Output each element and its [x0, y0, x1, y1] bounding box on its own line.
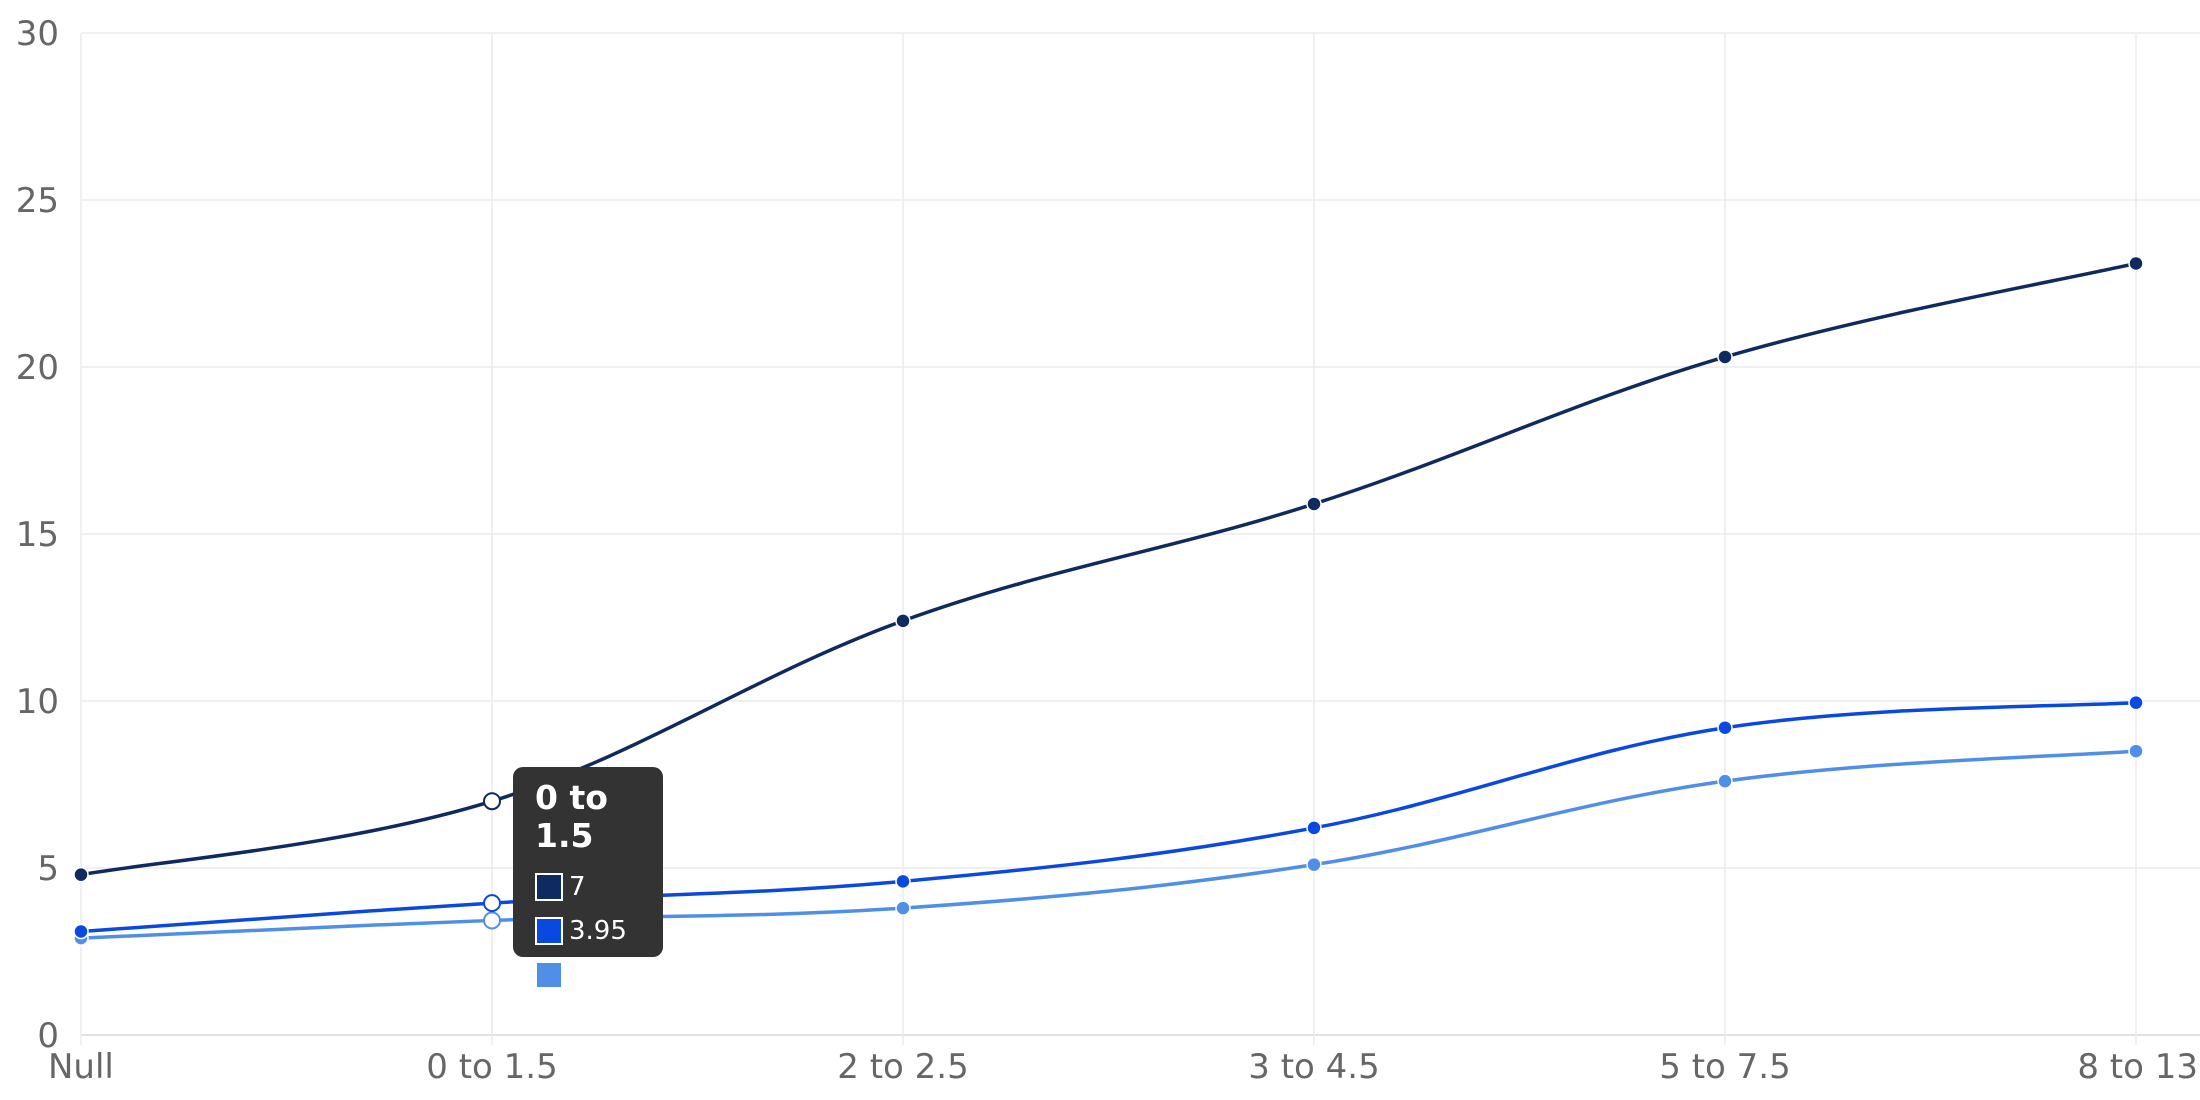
tooltip-value: 7 — [569, 872, 586, 902]
horizontal-gridlines — [81, 32, 2200, 1036]
y-tick-label: 30 — [16, 14, 59, 54]
vertical-gridlines — [80, 33, 2137, 1045]
x-tick-label: 3 to 4.5 — [1248, 1047, 1379, 1087]
data-point — [895, 873, 911, 890]
x-tick-label: 8 to 13 — [2077, 1047, 2198, 1087]
data-point — [73, 923, 89, 940]
data-point — [73, 866, 89, 883]
data-point — [1306, 496, 1322, 512]
data-point — [2128, 694, 2144, 711]
y-tick-label: 10 — [16, 682, 59, 722]
x-tick-label: 0 to 1.5 — [426, 1047, 557, 1087]
series-line — [80, 700, 2137, 934]
data-point — [895, 613, 911, 629]
data-point — [1306, 856, 1322, 873]
tooltip-title: 0 to 1.5 — [535, 778, 608, 855]
tooltip-row: 3.95 — [535, 909, 651, 953]
data-point — [1306, 820, 1322, 836]
tooltip-row: 7 — [535, 865, 651, 909]
series-lines — [80, 261, 2137, 940]
tooltip-row: 3.43 — [535, 953, 651, 997]
data-point — [2128, 255, 2144, 272]
series-points — [73, 255, 2144, 946]
tooltip-swatch-icon — [535, 873, 563, 901]
series-line — [80, 749, 2137, 940]
data-point-hovered — [483, 894, 501, 913]
data-point-hovered — [483, 792, 501, 811]
x-tick-label: 2 to 2.5 — [837, 1047, 968, 1087]
x-tick-label: Null — [48, 1047, 114, 1087]
data-point — [895, 900, 911, 916]
y-tick-label: 0 — [37, 1016, 59, 1056]
data-point — [1717, 349, 1733, 365]
series-line — [80, 261, 2137, 877]
x-axis-tick-labels: Null 0 to 1.5 2 to 2.5 3 to 4.5 5 to 7.5 8 to… — [48, 1047, 2198, 1087]
data-point — [2128, 743, 2144, 759]
y-axis-tick-labels: 0 5 10 15 20 25 30 — [16, 14, 59, 1056]
tooltip-swatch-icon — [535, 961, 563, 989]
data-point — [1717, 719, 1733, 736]
tooltip-value: 3.95 — [569, 916, 627, 946]
tooltip-value: 3.43 — [569, 960, 627, 990]
y-tick-label: 20 — [16, 348, 59, 388]
x-tick-label: 5 to 7.5 — [1659, 1047, 1790, 1087]
y-tick-label: 15 — [16, 515, 59, 555]
data-point-hovered — [483, 911, 501, 930]
y-tick-label: 25 — [16, 181, 59, 221]
data-point — [1717, 773, 1733, 789]
tooltip-swatch-icon — [535, 917, 563, 945]
y-tick-label: 5 — [37, 849, 59, 889]
tooltip: 0 to 1.5 7 3.95 3.43 — [513, 767, 663, 989]
